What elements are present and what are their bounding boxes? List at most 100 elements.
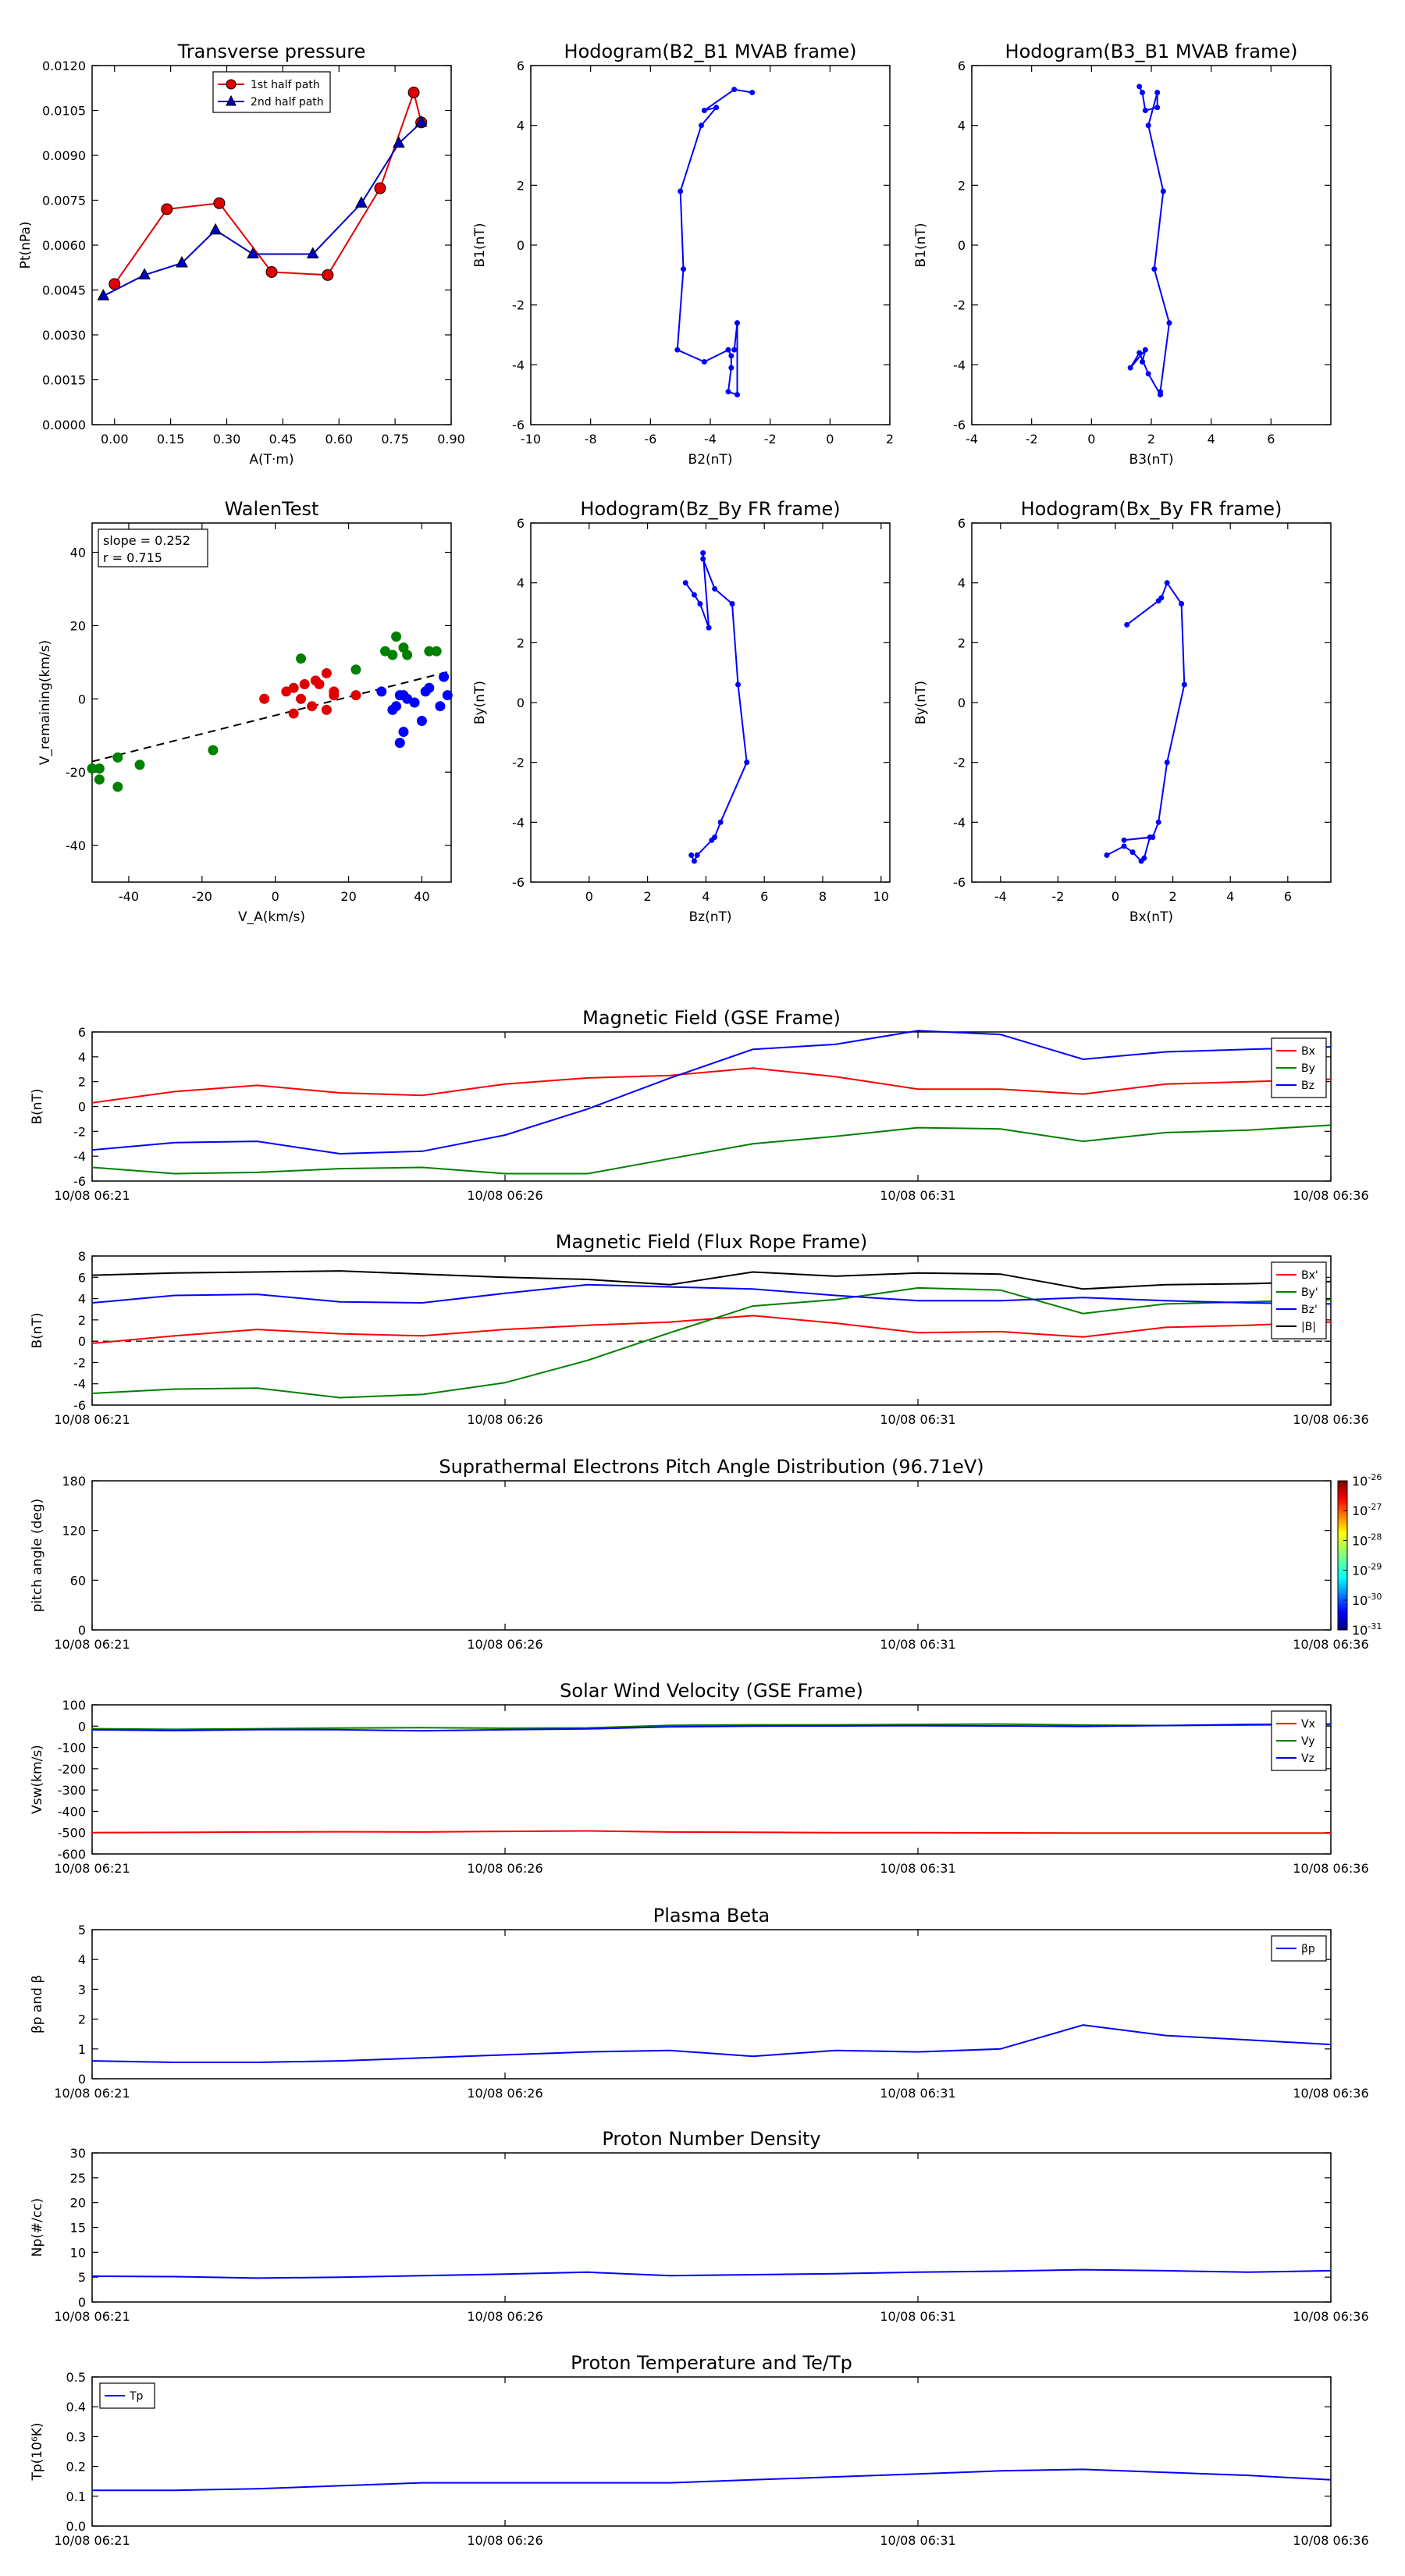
- chart-title: Transverse pressure: [177, 41, 366, 62]
- y-tick-label: 0: [78, 1334, 86, 1349]
- data-point: [1140, 359, 1145, 365]
- colorbar: [1337, 1480, 1348, 1631]
- y-tick-label: 0.1: [66, 2489, 86, 2504]
- y-tick-label: 0: [517, 238, 525, 253]
- x-tick-label: -4: [994, 889, 1007, 904]
- x-tick-label: 10/08 06:31: [880, 1637, 955, 1652]
- y-tick-label: 2: [78, 1075, 86, 1090]
- data-point: [700, 550, 706, 556]
- x-tick-label: 0.75: [381, 432, 409, 447]
- x-tick-label: 0.00: [101, 432, 129, 447]
- y-tick-label: -6: [73, 1174, 86, 1189]
- plot-frame: [91, 2376, 1332, 2527]
- plot-frame: [91, 1480, 1332, 1631]
- x-axis-label: B3(nT): [1129, 452, 1174, 468]
- x-tick-label: 0: [585, 889, 593, 904]
- data-point: [731, 347, 738, 353]
- chart-title: Hodogram(Bx_By FR frame): [1021, 498, 1282, 520]
- y-tick-label: 0.0060: [42, 238, 86, 253]
- y-tick-label: 180: [62, 1474, 86, 1489]
- legend-label: By': [1301, 1286, 1318, 1299]
- y-axis-label: βp and β: [30, 1975, 45, 2033]
- x-tick-label: 2: [643, 889, 651, 904]
- scatter-point: [398, 727, 409, 738]
- scatter-point: [391, 701, 402, 712]
- scatter-point: [435, 701, 446, 712]
- series-line: [91, 2024, 1332, 2063]
- y-tick-label: 0.5: [66, 2370, 86, 2385]
- data-point: [681, 266, 686, 272]
- chart-title: WalenTest: [225, 498, 319, 520]
- y-axis-label: Tp(10⁶K): [30, 2422, 45, 2481]
- scatter-point: [424, 682, 435, 693]
- x-tick-label: 0: [826, 432, 834, 447]
- data-point: [728, 353, 735, 359]
- scatter-point: [296, 693, 307, 704]
- x-tick-label: 40: [414, 889, 429, 904]
- data-point: [735, 681, 742, 688]
- y-tick-label: 4: [78, 1952, 86, 1967]
- y-tick-label: 0.0075: [42, 194, 86, 208]
- y-tick-label: 0: [78, 1623, 86, 1638]
- y-tick-label: 2: [517, 178, 525, 193]
- scatter-point: [424, 646, 435, 656]
- legend-label: Bx': [1301, 1269, 1318, 1282]
- y-tick-label: 0.0045: [42, 283, 86, 298]
- y-tick-label: -40: [66, 838, 86, 853]
- colorbar-exponent: -27: [1368, 1502, 1382, 1512]
- y-tick-label: 1: [78, 2042, 86, 2057]
- y-tick-label: 4: [78, 1292, 86, 1307]
- data-point: [674, 347, 681, 353]
- series-line: [676, 88, 752, 397]
- y-tick-label: 2: [78, 1313, 86, 1328]
- colorbar-exponent: -31: [1368, 1621, 1382, 1631]
- data-point: [176, 255, 188, 268]
- x-tick-label: 10/08 06:31: [880, 2309, 955, 2324]
- y-axis-label: B1(nT): [472, 223, 488, 268]
- x-tick-label: 0.30: [213, 432, 241, 447]
- data-point: [1158, 595, 1165, 601]
- data-point: [713, 105, 720, 111]
- y-tick-label: -2: [73, 1355, 86, 1370]
- y-tick-label: 15: [70, 2221, 86, 2236]
- chart-title: Hodogram(Bz_By FR frame): [580, 498, 840, 520]
- y-tick-label: -2: [512, 298, 525, 313]
- x-tick-label: 10/08 06:21: [54, 1188, 130, 1203]
- scatter-point: [259, 693, 270, 704]
- series-line: [91, 1723, 1332, 1732]
- y-tick-label: -2: [953, 298, 966, 313]
- x-tick-label: 0.45: [269, 432, 297, 447]
- data-point: [322, 269, 334, 281]
- legend-label: Vy: [1301, 1735, 1315, 1748]
- data-point: [1104, 852, 1110, 858]
- y-tick-label: 0.0000: [42, 418, 86, 432]
- data-point: [735, 392, 740, 398]
- y-tick-label: -200: [58, 1762, 86, 1777]
- y-tick-label: -4: [953, 815, 966, 830]
- data-point: [306, 247, 319, 258]
- x-tick-label: 0: [1087, 432, 1095, 447]
- data-point: [1154, 90, 1161, 95]
- x-tick-label: 10/08 06:21: [54, 1861, 130, 1876]
- scatter-point: [329, 686, 340, 697]
- data-point: [407, 87, 420, 98]
- data-point: [717, 819, 724, 825]
- data-point: [697, 601, 703, 607]
- x-tick-label: -2: [1026, 432, 1038, 447]
- x-tick-label: 10/08 06:36: [1293, 1861, 1368, 1876]
- x-tick-label: 10/08 06:31: [880, 2533, 955, 2548]
- y-tick-label: 0: [958, 696, 966, 710]
- data-point: [1142, 347, 1148, 353]
- x-tick-label: 10/08 06:26: [467, 2309, 542, 2324]
- data-point: [374, 182, 386, 194]
- y-tick-label: 6: [958, 59, 966, 73]
- y-tick-label: -6: [512, 418, 525, 432]
- x-tick-label: 10: [873, 889, 889, 904]
- data-point: [161, 203, 173, 215]
- series-line: [1106, 581, 1186, 863]
- series-line: [685, 553, 748, 863]
- x-tick-label: 10/08 06:26: [467, 2086, 542, 2101]
- y-tick-label: 30: [70, 2146, 86, 2161]
- x-tick-label: 20: [340, 889, 356, 904]
- data-point: [706, 624, 712, 631]
